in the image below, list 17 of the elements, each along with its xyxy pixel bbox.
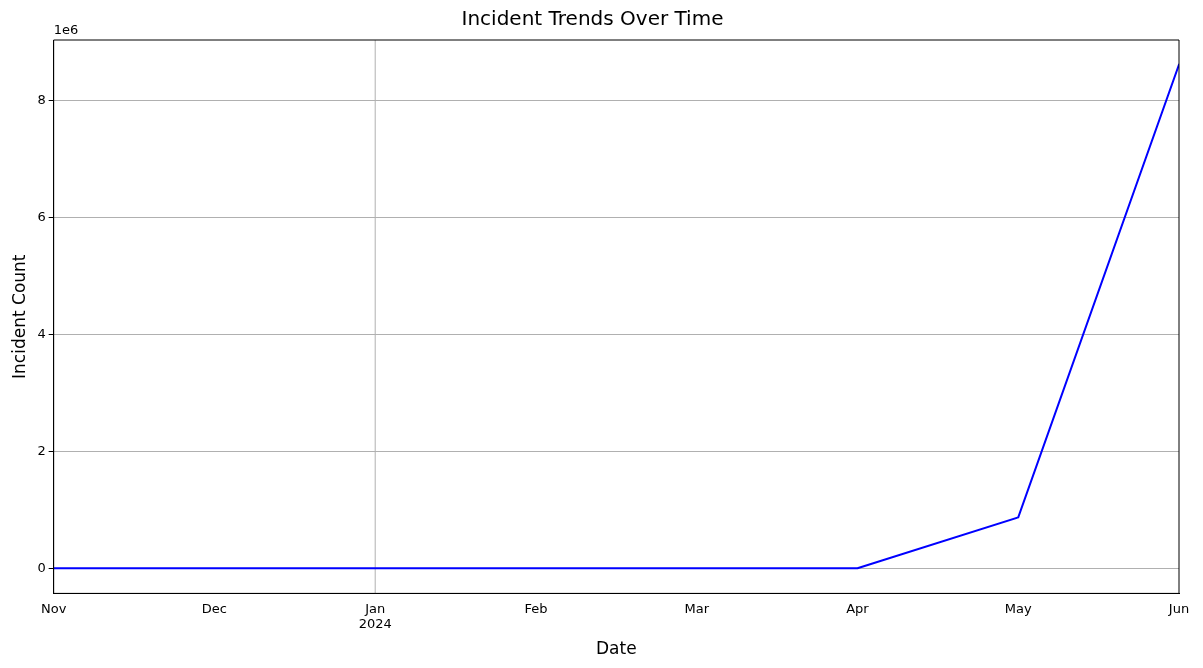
x-tick-label: Jun (1167, 600, 1190, 616)
y-tick-label: 6 (37, 208, 46, 224)
y-tick-label: 0 (37, 559, 46, 575)
x-tick-label: Apr (846, 600, 870, 616)
y-tick-label: 8 (37, 91, 46, 107)
y-tick-label: 2 (37, 442, 46, 458)
x-tick-label: May (1004, 600, 1032, 616)
x-tick-label: Dec (201, 600, 228, 616)
text: 1e6 (53, 21, 79, 37)
x-tick-label: Nov (40, 600, 67, 616)
y-tick-label: 4 (37, 325, 46, 341)
chart-title: Incident Trends Over Time (461, 6, 724, 31)
x-tick-label: Jan 2024 (358, 600, 392, 632)
x-axis-title: Date (596, 638, 637, 659)
x-tick-label: Mar (684, 600, 710, 616)
y-axis-title: Incident Count (8, 254, 29, 379)
x-tick-label: Feb (524, 600, 548, 616)
